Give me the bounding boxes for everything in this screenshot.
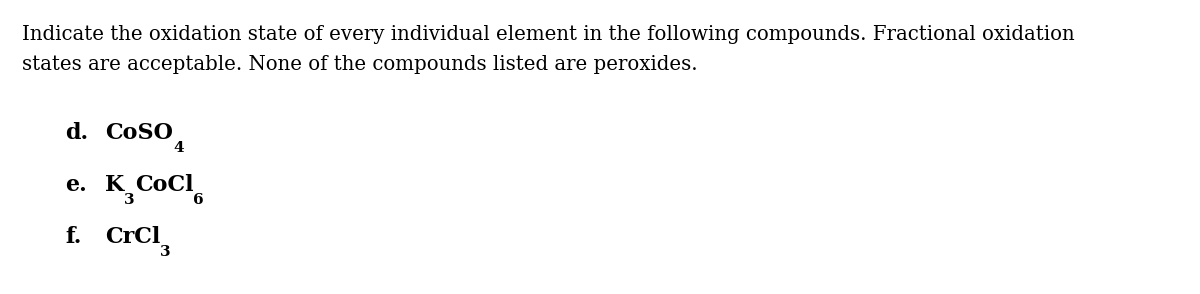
Text: 6: 6 xyxy=(193,193,204,207)
Text: CoCl: CoCl xyxy=(134,174,193,196)
Text: Indicate the oxidation state of every individual element in the following compou: Indicate the oxidation state of every in… xyxy=(22,25,1075,44)
Text: CrCl: CrCl xyxy=(106,226,161,248)
Text: d.: d. xyxy=(65,122,88,144)
Text: e.: e. xyxy=(65,174,86,196)
Text: K: K xyxy=(106,174,125,196)
Text: 3: 3 xyxy=(125,193,134,207)
Text: CoSO: CoSO xyxy=(106,122,173,144)
Text: f.: f. xyxy=(65,226,82,248)
Text: 3: 3 xyxy=(161,245,170,259)
Text: states are acceptable. None of the compounds listed are peroxides.: states are acceptable. None of the compo… xyxy=(22,55,697,74)
Text: 4: 4 xyxy=(173,141,184,155)
